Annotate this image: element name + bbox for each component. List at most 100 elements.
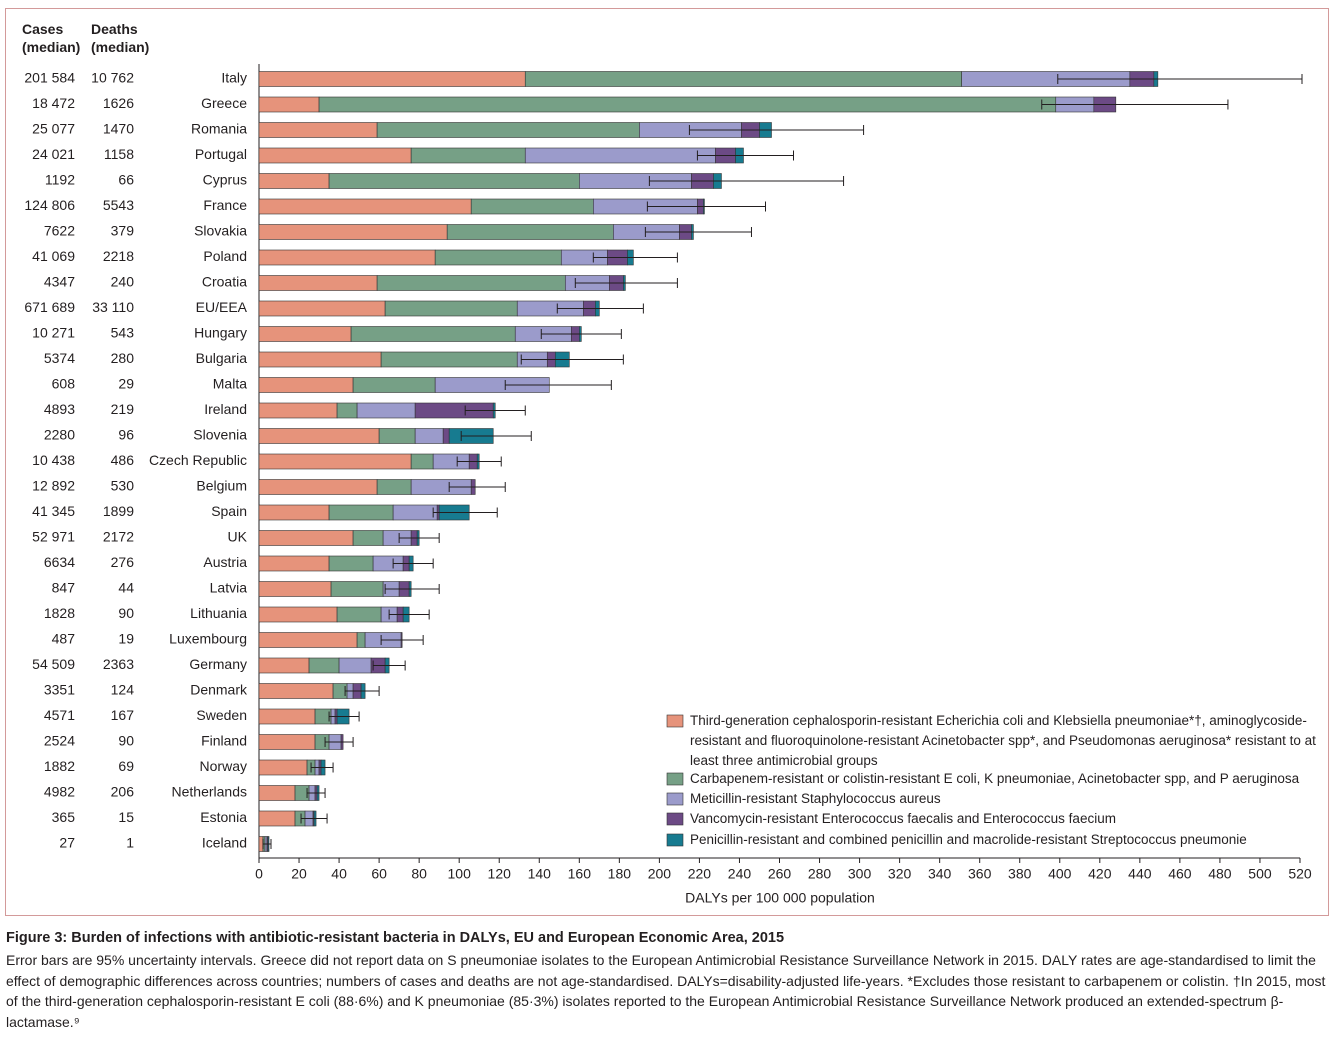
cases-value: 25 077 — [32, 121, 75, 137]
bar-segment — [258, 147, 412, 164]
bar-segment — [356, 402, 416, 419]
bar-segment — [470, 198, 594, 215]
error-bar — [388, 609, 430, 620]
bar-segment — [258, 530, 354, 546]
error-bar — [644, 227, 752, 237]
x-tick-label: 380 — [1008, 866, 1032, 882]
category-label: Sweden — [196, 707, 247, 723]
bar-segment — [328, 555, 374, 572]
deaths-value: 5543 — [103, 197, 134, 213]
error-bar — [688, 125, 865, 135]
category-label: Croatia — [202, 274, 247, 290]
bar-segment — [328, 504, 394, 521]
error-bar — [540, 329, 622, 339]
legend-label: Vancomycin-resistant Enterococcus faecal… — [690, 811, 1116, 826]
cases-value: 18 472 — [32, 95, 75, 111]
bar-segment — [258, 249, 436, 266]
deaths-value: 10 762 — [91, 70, 134, 86]
legend-label: Penicillin-resistant and combined penici… — [690, 832, 1247, 847]
caption-title: Figure 3: Burden of infections with anti… — [6, 930, 785, 946]
error-bar — [648, 176, 845, 186]
deaths-value: 219 — [111, 401, 135, 417]
cases-value: 27 — [59, 835, 75, 851]
cases-value: 6634 — [44, 554, 75, 570]
x-tick-label: 80 — [411, 866, 427, 882]
error-bar — [456, 456, 502, 467]
bar-segment — [258, 479, 378, 495]
bar-segment — [434, 249, 562, 266]
x-tick-label: 20 — [291, 866, 307, 882]
cases-value: 4347 — [44, 274, 75, 290]
category-label: Estonia — [200, 809, 247, 825]
bar-segment — [318, 96, 1057, 113]
deaths-value: 1899 — [103, 503, 134, 519]
deaths-value: 1158 — [104, 146, 134, 162]
cases-value: 487 — [52, 631, 76, 647]
category-label: Netherlands — [172, 784, 248, 800]
x-tick-label: 200 — [648, 866, 672, 882]
bar-segment — [258, 402, 338, 419]
category-label: EU/EEA — [196, 299, 248, 315]
bar-segment — [352, 377, 436, 393]
deaths-value: 2172 — [103, 529, 134, 545]
bar-segment — [258, 428, 380, 444]
deaths-value: 276 — [111, 554, 135, 570]
deaths-value: 15 — [118, 809, 134, 825]
bar-segment — [378, 428, 416, 444]
bar-segment — [258, 632, 358, 648]
category-label: Poland — [203, 248, 247, 264]
x-tick-label: 440 — [1128, 866, 1152, 882]
error-bar — [380, 635, 424, 645]
cases-value: 52 971 — [32, 529, 75, 545]
category-label: Italy — [221, 70, 247, 86]
x-tick-label: 280 — [808, 866, 832, 882]
deaths-value: 19 — [118, 631, 134, 647]
x-tick-label: 480 — [1208, 866, 1232, 882]
category-label: Belgium — [196, 478, 247, 494]
cases-value: 124 806 — [24, 197, 75, 213]
deaths-value: 90 — [118, 605, 134, 621]
x-tick-label: 320 — [888, 866, 912, 882]
legend-label: Carbapenem-resistant or colistin-resista… — [690, 771, 1300, 786]
category-label: Bulgaria — [196, 350, 248, 366]
bar-segment — [258, 224, 448, 240]
category-label: Slovakia — [194, 223, 247, 239]
bar-segment — [258, 504, 330, 521]
cases-value: 608 — [52, 376, 76, 392]
category-label: Portugal — [195, 146, 247, 162]
cases-value: 2524 — [44, 733, 75, 749]
legend-label: Third-generation cephalosporin-resistant… — [690, 713, 1316, 768]
error-bar — [372, 660, 406, 671]
bar-segment — [258, 122, 378, 138]
cases-value: 5374 — [44, 350, 75, 366]
bar-segment — [376, 479, 412, 495]
bar-segment — [376, 275, 566, 291]
error-bar — [384, 584, 440, 594]
figure-frame — [5, 8, 1329, 916]
deaths-value: 69 — [118, 758, 134, 774]
error-bar — [464, 405, 526, 416]
category-label: Latvia — [210, 580, 248, 596]
category-label: Iceland — [202, 835, 247, 851]
legend-swatch — [666, 792, 684, 806]
deaths-value: 206 — [111, 784, 135, 800]
bar-segment — [258, 785, 296, 801]
deaths-value: 90 — [118, 733, 134, 749]
bar-segment — [410, 147, 526, 164]
bar-segment — [330, 581, 384, 597]
bar-segment — [350, 326, 516, 342]
bar-segment — [356, 632, 366, 648]
x-tick-label: 340 — [928, 866, 952, 882]
x-tick-label: 220 — [688, 866, 712, 882]
bar-segment — [258, 683, 334, 699]
cases-value: 1192 — [45, 172, 75, 188]
x-tick-label: 40 — [331, 866, 347, 882]
category-label: Norway — [200, 758, 247, 774]
cases-value: 10 271 — [32, 325, 75, 341]
x-tick-label: 0 — [255, 866, 263, 882]
category-label: Cyprus — [203, 172, 247, 188]
legend-swatch — [666, 714, 684, 728]
error-bar — [646, 201, 766, 212]
bar-segment — [258, 351, 382, 368]
category-label: UK — [228, 529, 248, 545]
